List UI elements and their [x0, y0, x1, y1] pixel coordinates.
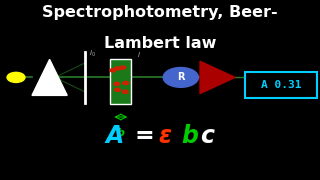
- Circle shape: [114, 82, 120, 86]
- Text: Spectrophotometry, Beer-: Spectrophotometry, Beer-: [42, 4, 278, 19]
- Circle shape: [110, 69, 116, 72]
- Text: b: b: [117, 128, 125, 138]
- Text: A 0.31: A 0.31: [260, 80, 301, 90]
- Circle shape: [120, 66, 126, 69]
- Polygon shape: [200, 61, 235, 94]
- Polygon shape: [32, 59, 67, 95]
- Text: b: b: [181, 124, 198, 148]
- Text: ε: ε: [158, 124, 172, 148]
- Text: $I_0$: $I_0$: [89, 49, 96, 59]
- Text: Lambert law: Lambert law: [104, 36, 216, 51]
- Circle shape: [115, 67, 120, 70]
- Circle shape: [7, 72, 25, 82]
- Text: A: A: [106, 124, 124, 148]
- Circle shape: [163, 68, 198, 87]
- Bar: [245, 72, 317, 98]
- Text: R: R: [177, 72, 185, 82]
- Circle shape: [115, 88, 120, 91]
- Circle shape: [123, 81, 129, 85]
- Text: $I$: $I$: [137, 50, 141, 59]
- Text: =: =: [134, 124, 154, 148]
- Circle shape: [123, 90, 128, 93]
- Text: c: c: [200, 124, 214, 148]
- Bar: [110, 59, 131, 104]
